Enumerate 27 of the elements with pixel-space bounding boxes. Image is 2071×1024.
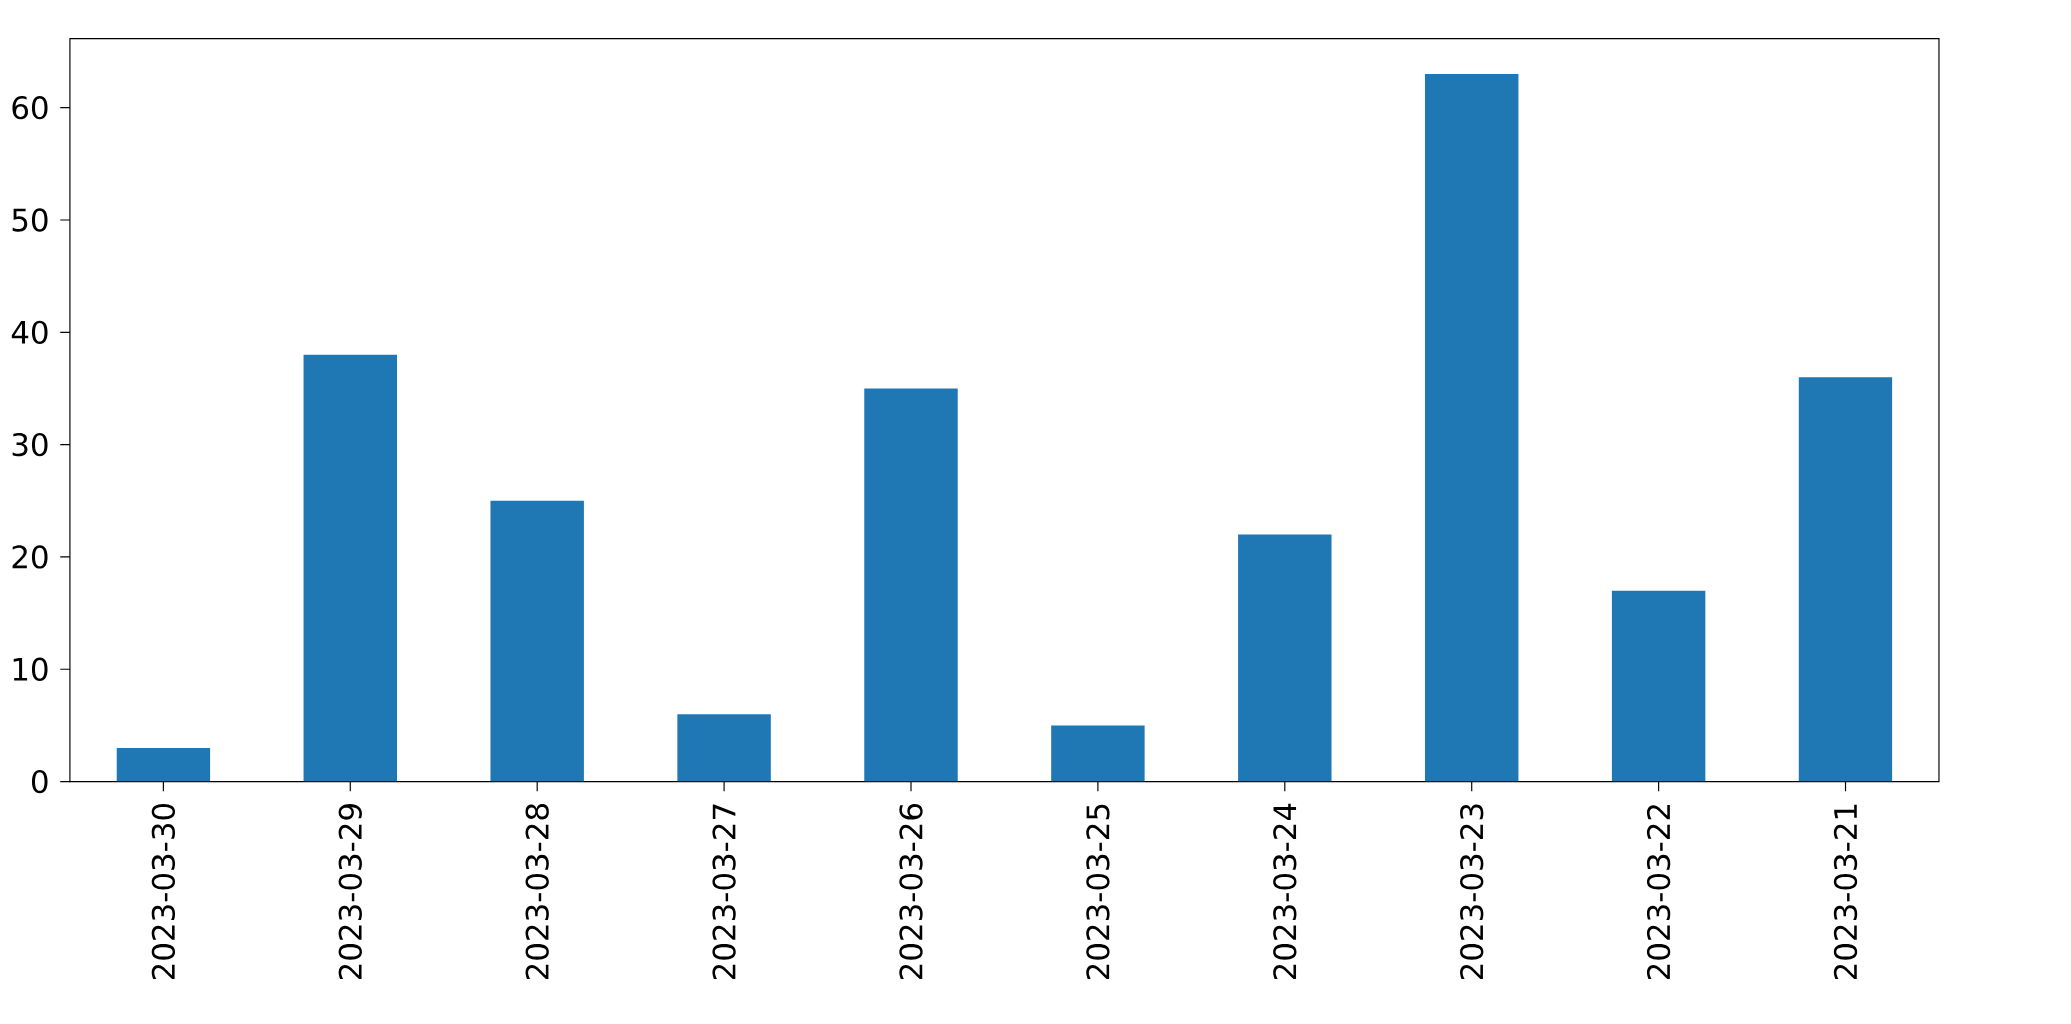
x-tick-label: 2023-03-21 xyxy=(1833,804,1858,980)
bar xyxy=(1611,590,1706,782)
y-tick-label: 50 xyxy=(12,208,48,232)
y-tick-label: 60 xyxy=(12,96,48,120)
bar xyxy=(1424,74,1519,782)
y-tick-label: 40 xyxy=(11,320,48,345)
x-tick-label: 2023-03-27 xyxy=(712,804,736,980)
x-tick-label: 2023-03-25 xyxy=(1086,804,1110,980)
bar xyxy=(490,500,584,782)
x-tick-label: 2023-03-29 xyxy=(338,804,362,980)
y-tick-label: 10 xyxy=(13,657,48,682)
x-tick-label: 2023-03-22 xyxy=(1646,805,1671,980)
x-tick-label: 2023-03-23 xyxy=(1460,804,1484,980)
bar xyxy=(1798,377,1893,782)
bar xyxy=(116,747,211,782)
x-tick-label: 2023-03-28 xyxy=(525,804,549,980)
x-tick-label: 2023-03-24 xyxy=(1273,803,1297,980)
bar xyxy=(677,714,771,782)
y-tick-label: 0 xyxy=(31,770,48,794)
bar xyxy=(1051,725,1145,782)
x-tick-label: 2023-03-30 xyxy=(151,804,176,980)
bar xyxy=(303,354,397,782)
y-tick-label: 30 xyxy=(12,433,48,457)
bar xyxy=(1238,534,1332,782)
x-tick-label: 2023-03-26 xyxy=(899,803,923,980)
y-tick-label: 20 xyxy=(12,545,48,569)
bar xyxy=(864,388,958,782)
